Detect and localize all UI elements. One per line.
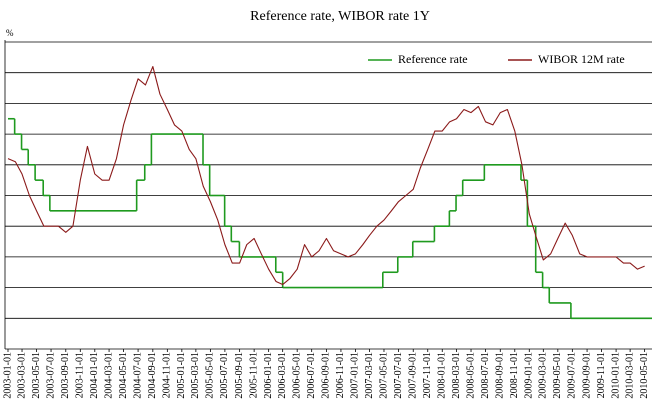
x-tick-label: 2004-07-01	[132, 352, 143, 399]
legend-label: Reference rate	[398, 52, 468, 66]
x-tick-label: 2005-07-01	[219, 352, 230, 399]
x-tick-label: 2007-07-01	[393, 352, 404, 399]
x-tick-label: 2008-03-01	[451, 352, 462, 399]
x-tick-label: 2005-03-01	[190, 352, 201, 399]
x-tick-label: 2004-11-01	[162, 352, 173, 398]
x-tick-label: 2005-09-01	[234, 352, 245, 399]
x-tick-label: 2008-11-01	[509, 352, 520, 398]
x-tick-label: 2007-11-01	[422, 352, 433, 398]
x-tick-label: 2009-09-01	[581, 352, 592, 399]
x-tick-label: 2003-07-01	[45, 352, 56, 399]
x-tick-label: 2005-05-01	[205, 352, 216, 399]
x-tick-label: 2006-03-01	[277, 352, 288, 399]
x-tick-label: 2004-05-01	[118, 352, 129, 399]
x-tick-label: 2009-03-01	[538, 352, 549, 399]
x-tick-label: 2010-01-01	[610, 352, 621, 399]
x-tick-label: 2003-01-01	[2, 352, 13, 399]
x-tick-label: 2009-01-01	[524, 352, 535, 399]
x-tick-label: 2010-03-01	[624, 352, 635, 399]
x-tick-label: 2007-03-01	[364, 352, 375, 399]
x-tick-label: 2007-09-01	[408, 352, 419, 399]
x-tick-label: 2003-11-01	[75, 352, 86, 398]
x-tick-label: 2008-07-01	[480, 352, 491, 399]
y-axis-label: %	[6, 28, 14, 38]
x-tick-label: 2003-05-01	[31, 352, 42, 399]
chart-title: Reference rate, WIBOR rate 1Y	[250, 9, 430, 24]
x-tick-label: 2004-01-01	[89, 352, 100, 399]
x-tick-label: 2005-01-01	[176, 352, 187, 399]
x-tick-label: 2003-03-01	[16, 352, 27, 399]
x-tick-label: 2004-09-01	[147, 352, 158, 399]
step-line	[8, 117, 652, 320]
x-tick-label: 2005-11-01	[248, 352, 259, 398]
x-tick-label: 2006-05-01	[291, 352, 302, 399]
line-series	[7, 66, 645, 286]
x-tick-label: 2006-07-01	[306, 352, 317, 399]
x-tick-label: 2004-03-01	[103, 352, 114, 399]
x-tick-label: 2009-07-01	[567, 352, 578, 399]
x-tick-label: 2003-09-01	[60, 352, 71, 399]
x-tick-label: 2009-05-01	[552, 352, 563, 399]
x-tick-label: 2010-05-01	[639, 352, 650, 399]
x-tick-label: 2006-11-01	[335, 352, 346, 398]
x-tick-label: 2007-01-01	[350, 352, 361, 399]
x-tick-label: 2009-11-01	[596, 352, 607, 398]
x-tick-label: 2008-09-01	[495, 352, 506, 399]
x-tick-label: 2008-01-01	[437, 352, 448, 399]
x-tick-label: 2006-01-01	[263, 352, 274, 399]
x-tick-label: 2007-05-01	[378, 352, 389, 399]
x-tick-label: 2008-05-01	[465, 352, 476, 399]
legend-label: WIBOR 12M rate	[538, 52, 625, 66]
x-tick-label: 2006-09-01	[321, 352, 332, 399]
